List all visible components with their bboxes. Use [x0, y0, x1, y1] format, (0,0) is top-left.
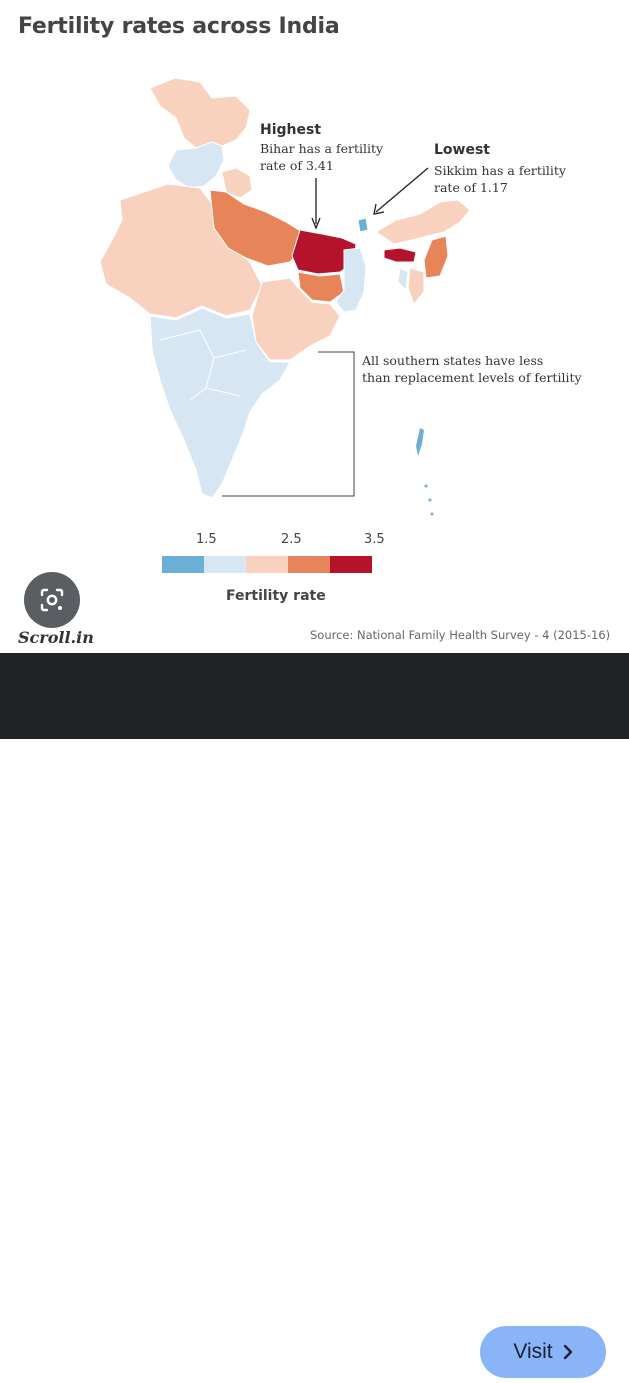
result-footer: A growing chasm between North and South …: [0, 653, 629, 1382]
highest-line2: rate of 3.41: [260, 158, 334, 173]
region-manipur: [423, 235, 449, 279]
visit-label: Visit: [513, 1340, 553, 1363]
region-west-bengal: [335, 247, 367, 313]
brand-logo: Scroll.in: [18, 628, 94, 647]
legend-swatch-5: [330, 556, 372, 573]
region-jharkhand: [297, 271, 345, 303]
india-fertility-map: [99, 77, 471, 516]
highest-line1: Bihar has a fertility: [260, 141, 384, 156]
legend-swatch-4: [288, 556, 330, 573]
region-punjab-himachal: [167, 141, 225, 189]
google-lens-icon: [40, 588, 64, 612]
highest-heading: Highest: [260, 122, 322, 138]
result-image-card[interactable]: Fertility rates across India: [0, 0, 629, 653]
legend-tick-2: 2.5: [281, 532, 302, 547]
lowest-line1: Sikkim has a fertility: [434, 163, 566, 178]
region-sikkim: [357, 217, 369, 233]
result-caption[interactable]: A growing chasm between North and South …: [24, 1330, 448, 1382]
region-west-central: [99, 183, 263, 319]
region-north-kashmir: [149, 77, 251, 149]
lowest-heading: Lowest: [434, 142, 490, 158]
region-meghalaya: [383, 247, 417, 263]
chevron-right-icon: [563, 1344, 572, 1360]
region-tripura: [397, 267, 409, 292]
south-line1: All southern states have less: [362, 353, 544, 368]
south-bracket: [222, 351, 355, 497]
south-line2: than replacement levels of fertility: [362, 370, 582, 385]
legend-tick-3: 3.5: [364, 532, 385, 547]
legend-swatch-2: [204, 556, 246, 573]
lowest-arrow: [375, 167, 429, 213]
legend-swatch-1: [162, 556, 204, 573]
region-northeast: [375, 199, 471, 245]
lowest-line2: rate of 1.17: [434, 180, 508, 195]
legend-tick-1: 1.5: [196, 532, 217, 547]
region-andaman: [416, 428, 424, 456]
region-south-india: [149, 307, 291, 499]
legend-swatch-3: [246, 556, 288, 573]
region-mizoram-tripura: [407, 267, 425, 305]
visit-button[interactable]: Visit: [480, 1326, 606, 1378]
google-lens-button[interactable]: [24, 572, 80, 628]
chart-title: Fertility rates across India: [18, 14, 340, 39]
legend-title: Fertility rate: [226, 588, 326, 604]
source-note: Source: National Family Health Survey - …: [310, 628, 611, 642]
